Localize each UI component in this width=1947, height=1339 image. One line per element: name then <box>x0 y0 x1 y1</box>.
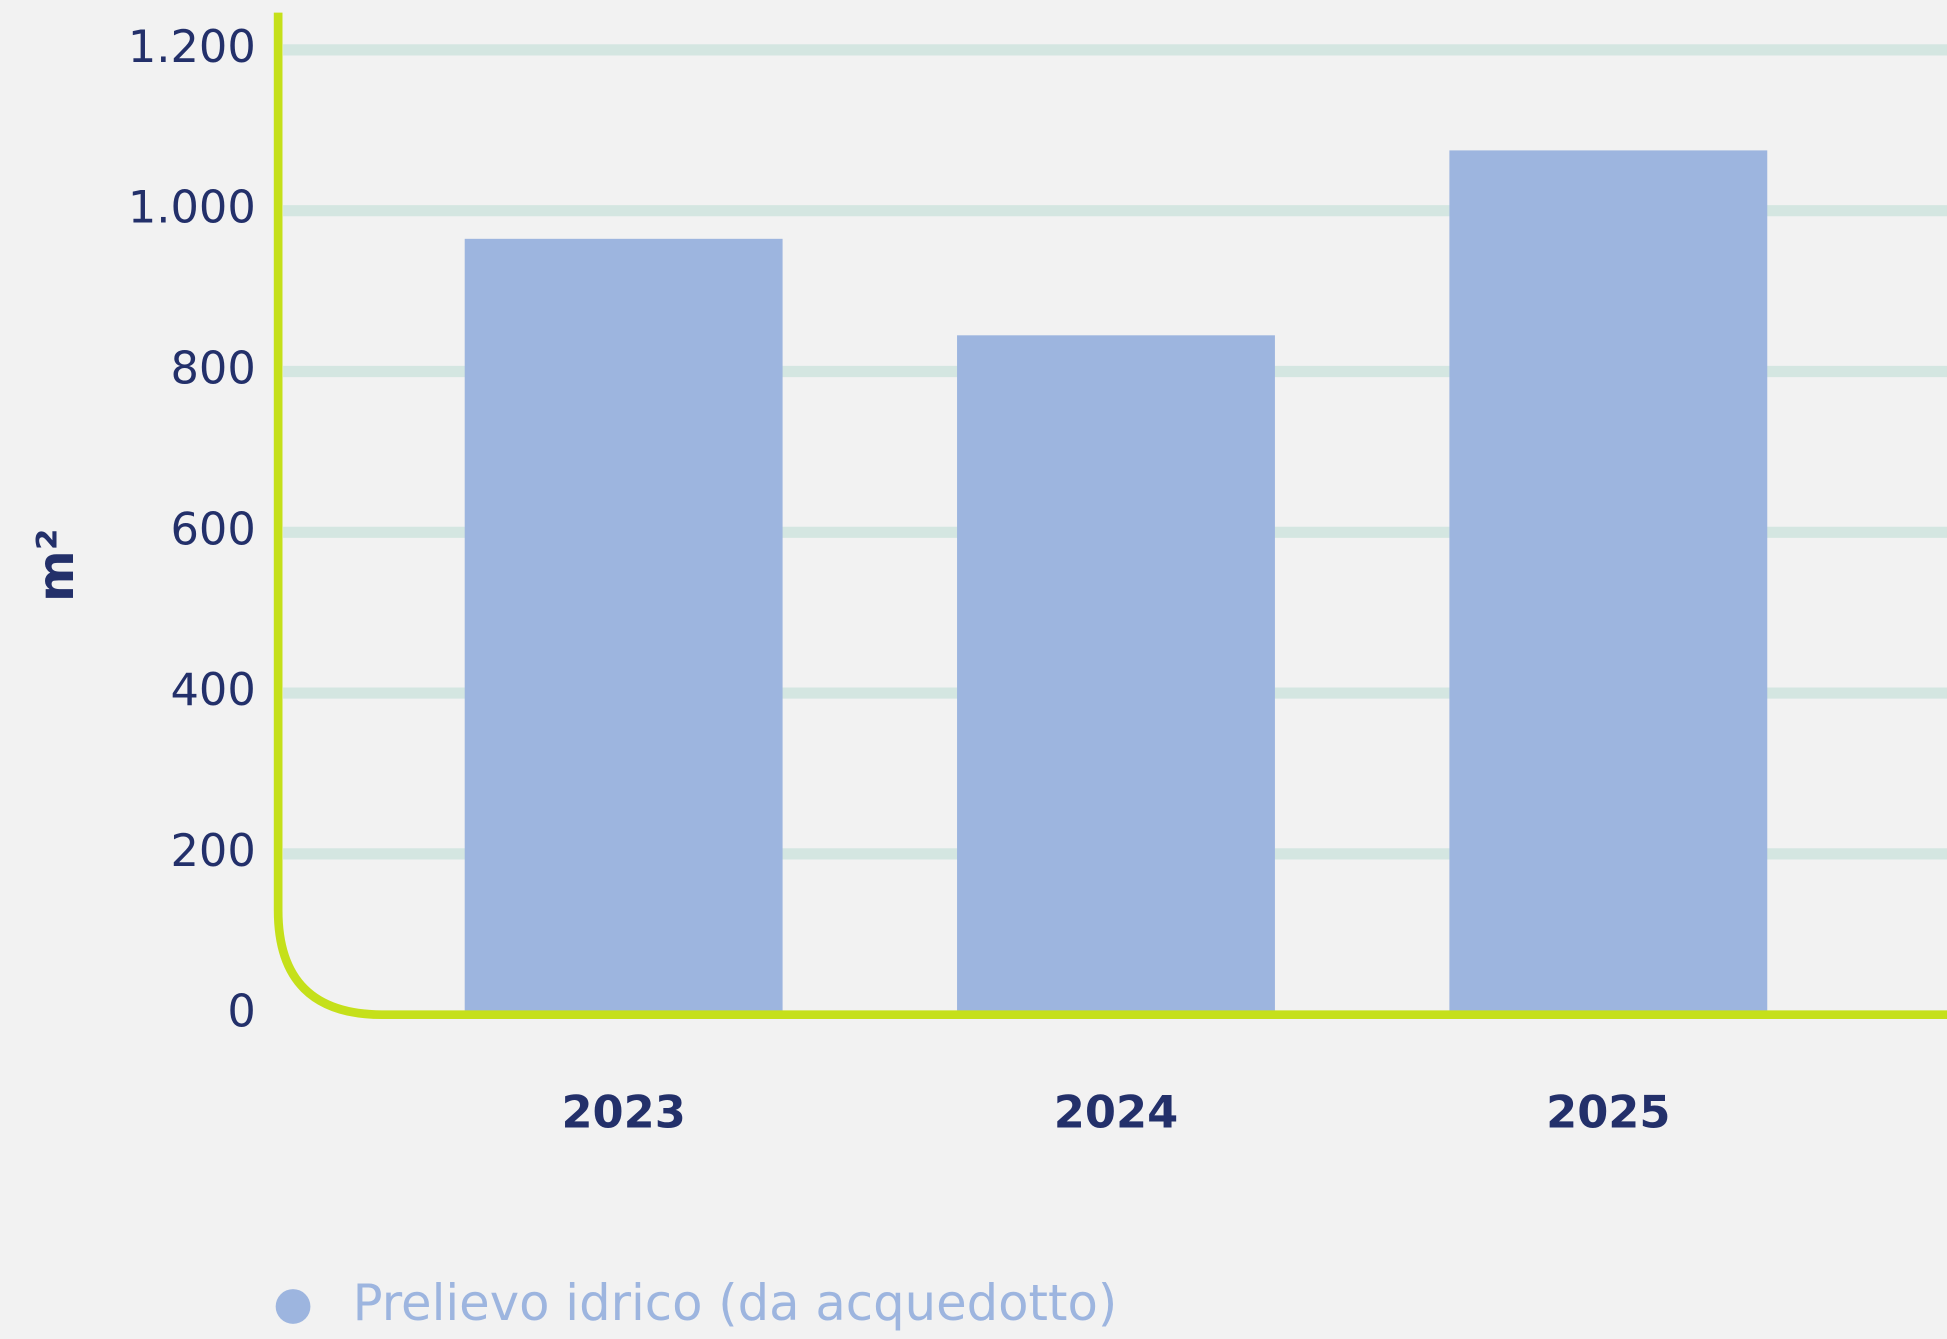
bar <box>957 335 1275 1015</box>
y-tick-label: 0 <box>227 986 255 1038</box>
axis-line <box>273 12 1947 1020</box>
x-tick-label: 2024 <box>1054 1086 1178 1138</box>
y-tick-label: 800 <box>170 342 255 394</box>
y-tick-label: 1.200 <box>128 21 256 73</box>
y-axis-label: m² <box>27 528 85 602</box>
y-tick-label: 600 <box>170 503 255 555</box>
legend-label: Prelievo idrico (da acquedotto) <box>353 1274 1118 1332</box>
x-tick-label: 2025 <box>1546 1086 1670 1138</box>
bar <box>464 238 783 1015</box>
y-tick-label: 1.000 <box>128 182 256 234</box>
y-tick-label: 200 <box>170 825 255 877</box>
legend-swatch <box>275 1289 311 1324</box>
x-tick-label: 2023 <box>561 1086 685 1138</box>
y-tick-label: 400 <box>170 664 255 716</box>
bar <box>1449 150 1768 1015</box>
